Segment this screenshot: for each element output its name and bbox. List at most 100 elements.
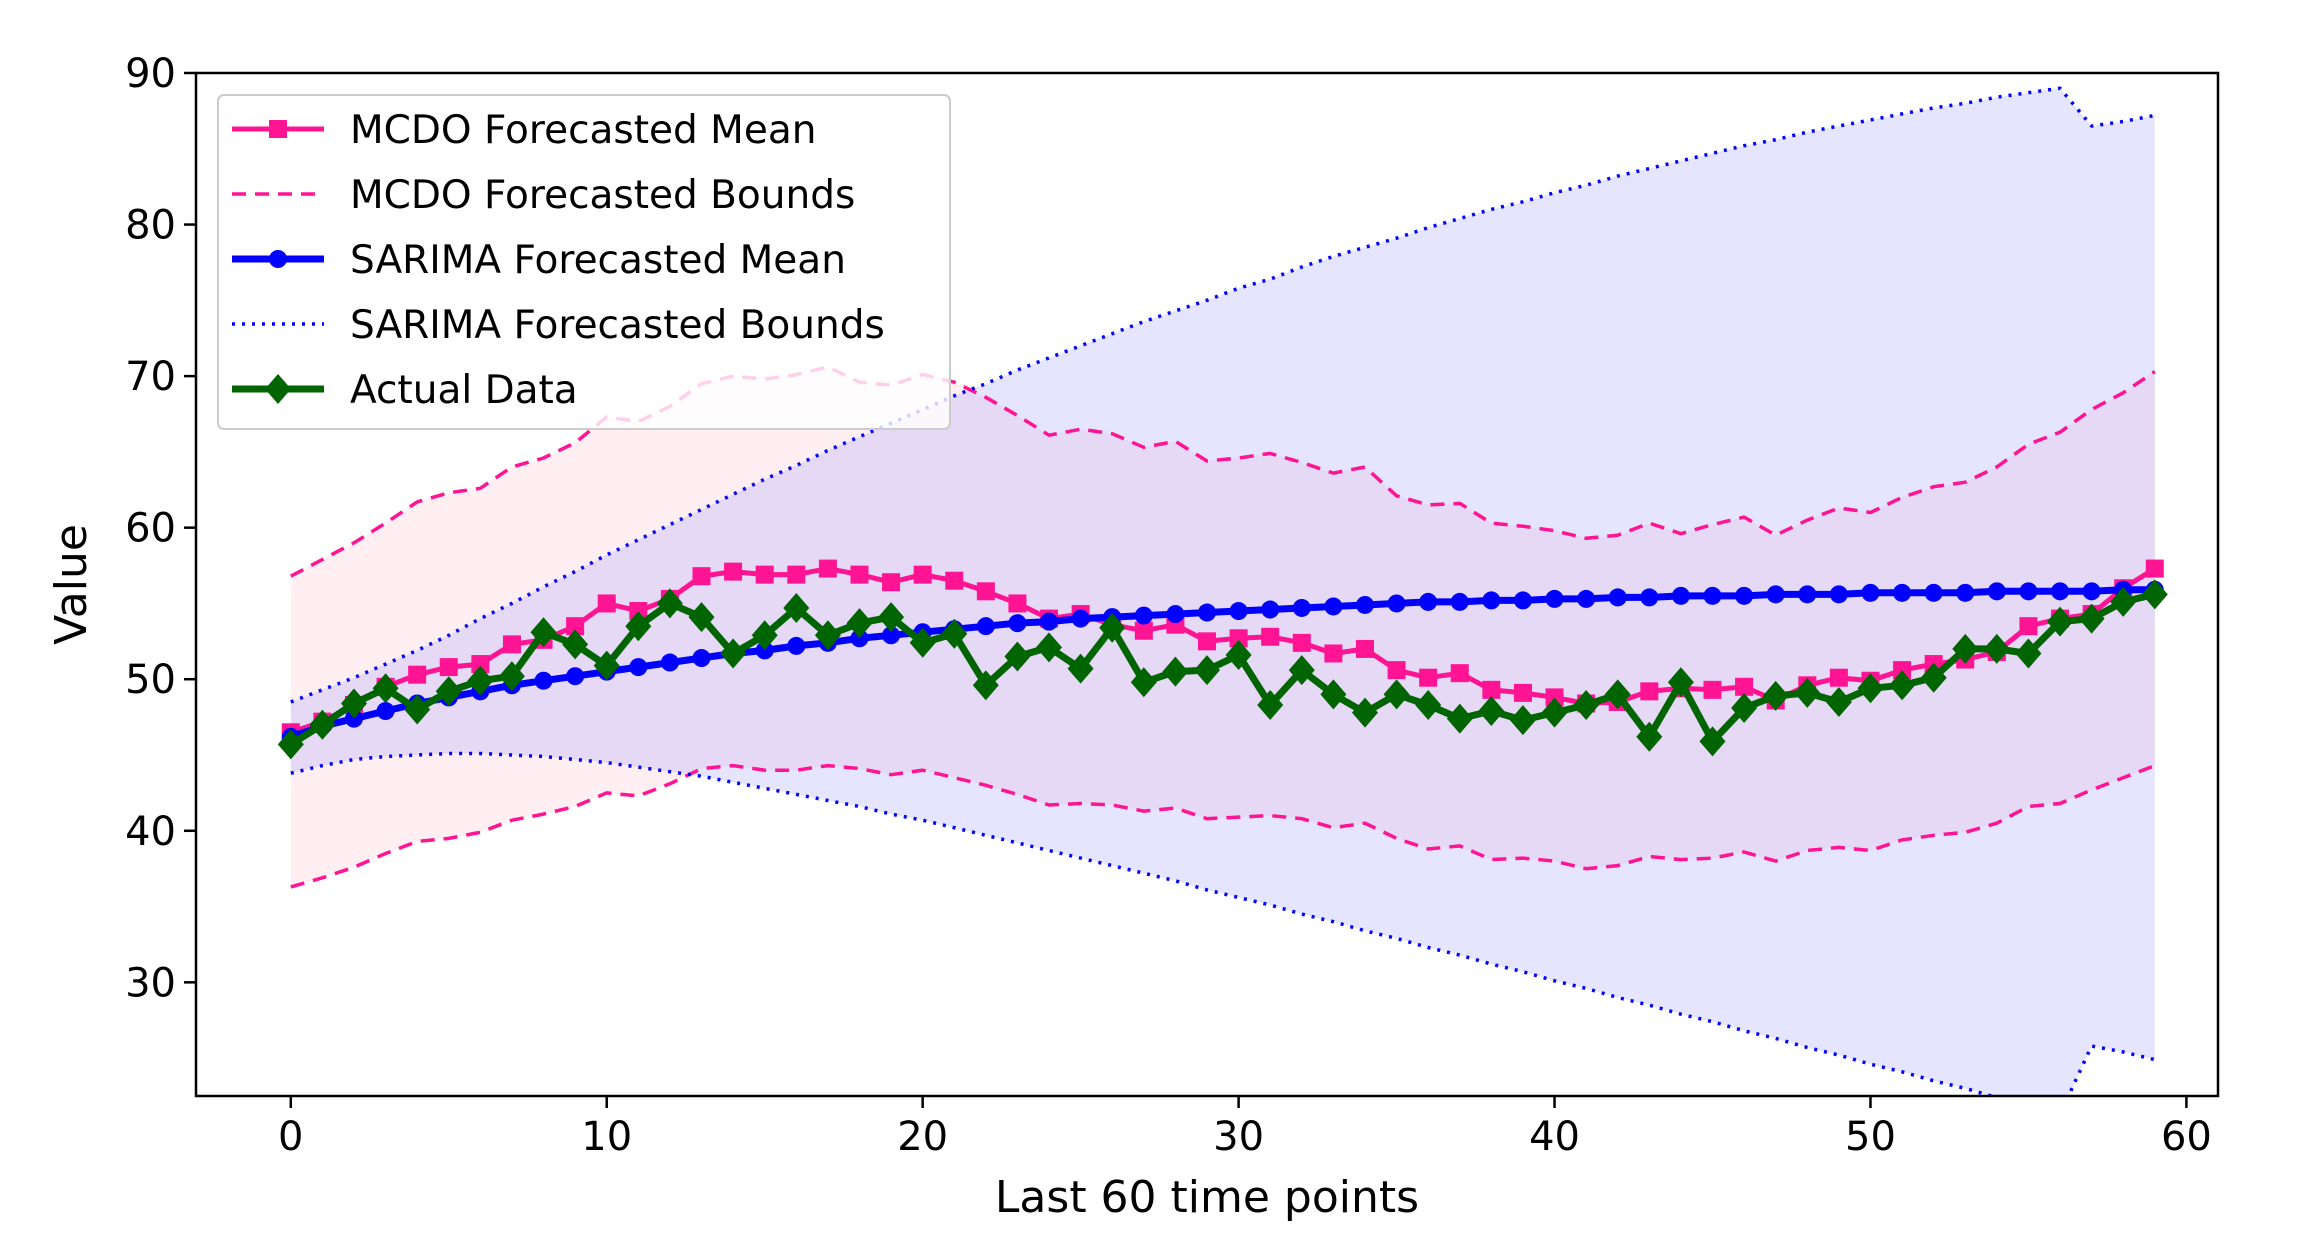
sarima-confidence-band [290, 88, 2155, 1096]
x-axis: 0 10 20 30 40 50 60 [278, 1096, 2212, 1160]
actual-data-point [2015, 638, 2042, 669]
sarima-mean-point [1798, 585, 1817, 604]
actual-data-point [1636, 721, 1663, 752]
actual-data-point [1352, 697, 1378, 728]
legend-label: Actual Data [350, 368, 578, 413]
sarima-mean-point [1640, 588, 1659, 607]
mcdo-mean-point [882, 573, 901, 592]
actual-data-point [530, 617, 557, 648]
sarima-mean-point [1324, 597, 1343, 616]
sarima-mean-point [1198, 603, 1216, 622]
mcdo-mean-point [1387, 661, 1406, 680]
sarima-mean-point [1766, 585, 1785, 604]
mcdo-mean-point [1482, 680, 1501, 699]
sarima-mean-point [2082, 582, 2101, 601]
actual-data-point [878, 602, 905, 633]
x-tick-label: 40 [1529, 1114, 1580, 1160]
sarima-mean-point [1924, 583, 1943, 602]
sarima-mean-point [1292, 598, 1311, 617]
mcdo-mean-point [629, 602, 648, 621]
legend-item-sarima-mean: SARIMA Forecasted Mean [232, 238, 846, 283]
x-tick-label: 50 [1845, 1114, 1896, 1160]
actual-data-point [435, 676, 462, 707]
actual-data-point [688, 602, 715, 633]
actual-data-point [783, 593, 810, 623]
mcdo-lower-bound-line [290, 763, 2156, 889]
sarima-mean-point [629, 658, 648, 677]
sarima-mean-point [1577, 589, 1596, 608]
sarima-mean-point [1861, 583, 1880, 602]
actual-data-point [1162, 656, 1189, 687]
actual-data-point [1573, 690, 1600, 720]
mcdo-mean-point [755, 565, 774, 584]
actual-data-point [593, 650, 620, 681]
actual-data-point [1320, 679, 1347, 710]
legend: MCDO Forecasted Mean MCDO Forecasted Boun… [217, 94, 951, 430]
y-tick-label: 60 [125, 506, 176, 552]
actual-data-point [1194, 655, 1220, 686]
mcdo-mean-point [818, 559, 837, 578]
actual-data-point [562, 629, 589, 660]
actual-data-point [2141, 579, 2168, 610]
actual-data-point [1699, 726, 1726, 757]
actual-data-point [2078, 603, 2105, 634]
sarima-mean-point [1071, 609, 1090, 628]
sarima-mean-point [376, 702, 395, 721]
sarima-mean-point [1166, 605, 1185, 624]
mcdo-mean-point [1198, 632, 1216, 651]
sarima-mean-point [2019, 582, 2038, 601]
mcdo-mean-point [1829, 668, 1848, 687]
x-tick-label: 30 [1213, 1114, 1264, 1160]
sarima-mean-point [1735, 586, 1754, 605]
actual-data-point [309, 709, 336, 740]
sarima-mean-point [1482, 591, 1501, 610]
mcdo-mean-point [471, 655, 490, 674]
y-tick-label: 70 [125, 354, 176, 400]
actual-data-point [909, 627, 936, 658]
actual-data-point [1920, 662, 1947, 693]
mcdo-confidence-band [290, 367, 2155, 887]
sarima-mean-point [787, 636, 806, 655]
legend-label: MCDO Forecasted Bounds [350, 173, 855, 218]
sarima-mean-point [1513, 591, 1532, 610]
y-tick-label: 40 [125, 809, 176, 855]
mcdo-mean-point [913, 565, 932, 584]
y-tick-label: 30 [125, 960, 176, 1006]
sarima-upper-bound-line [290, 86, 2156, 704]
mcdo-mean-point [1324, 644, 1343, 663]
sarima-mean-point [566, 667, 585, 686]
mcdo-mean-point [1419, 668, 1438, 687]
y-axis: 30 40 50 60 70 80 90 [125, 51, 196, 1006]
sarima-mean-point [692, 649, 711, 668]
sarima-mean-point [1419, 592, 1438, 611]
actual-data-point [1857, 673, 1884, 704]
y-tick-label: 50 [125, 657, 176, 703]
mcdo-mean-point [439, 658, 458, 677]
actual-data-point [1415, 690, 1442, 720]
sarima-mean-point [1229, 602, 1248, 621]
actual-data-point [1067, 653, 1094, 684]
actual-data-point [751, 620, 778, 651]
sarima-mean-point [1387, 594, 1406, 613]
legend-box [217, 94, 951, 430]
sarima-mean-point [1671, 586, 1690, 605]
actual-data-point [1667, 667, 1694, 698]
sarima-mean-point [1956, 583, 1975, 602]
mcdo-mean-point [787, 565, 806, 584]
actual-data-point [1825, 687, 1852, 717]
sarima-mean-point [2051, 582, 2070, 601]
sarima-mean-point [755, 641, 774, 660]
legend-marker [269, 120, 287, 138]
actual-data-point [1478, 696, 1505, 726]
actual-data-point [1099, 612, 1126, 643]
mcdo-mean-point [1292, 633, 1311, 652]
mcdo-mean-point [976, 582, 995, 601]
mcdo-mean-point [1640, 682, 1659, 701]
sarima-lower-bound-line [290, 751, 2156, 1096]
sarima-mean-point [1450, 592, 1469, 611]
mcdo-mean-point [1229, 629, 1248, 648]
x-tick-label: 60 [2161, 1114, 2212, 1160]
mcdo-mean-point [502, 635, 521, 654]
sarima-mean-point [1261, 600, 1280, 619]
actual-data-point [1446, 703, 1473, 734]
